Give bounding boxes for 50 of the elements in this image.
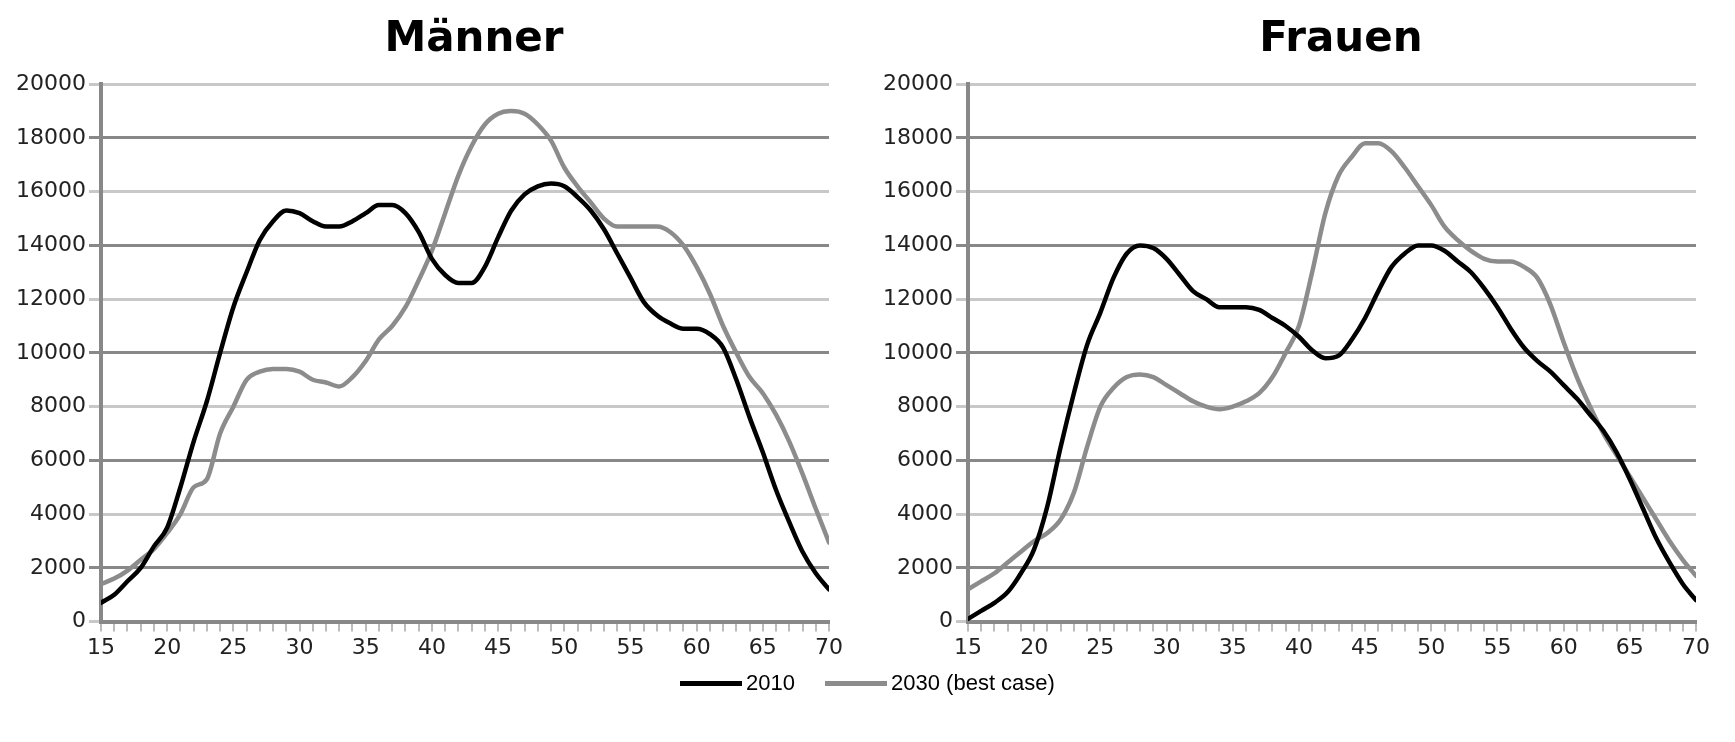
x-tick-label: 40 <box>1284 633 1313 659</box>
x-tick-label: 30 <box>285 633 314 659</box>
y-tick-label: 16000 <box>15 177 86 203</box>
x-tick-label: 70 <box>1682 633 1710 659</box>
x-tick-label: 40 <box>417 633 446 659</box>
y-tick-label: 12000 <box>882 284 953 310</box>
y-tick-label: 6000 <box>896 446 953 472</box>
y-tick-label: 18000 <box>882 123 953 149</box>
legend-label: 2030 (best case) <box>891 670 1055 696</box>
x-tick-label: 70 <box>815 633 843 659</box>
x-tick-label: 20 <box>153 633 182 659</box>
y-tick-label: 10000 <box>15 338 86 364</box>
y-tick-label: 4000 <box>896 499 953 525</box>
y-tick-label: 10000 <box>882 338 953 364</box>
y-tick-label: 8000 <box>896 392 953 418</box>
x-tick-label: 55 <box>616 633 645 659</box>
x-tick-label: 45 <box>484 633 513 659</box>
y-tick-label: 0 <box>938 607 953 633</box>
chart-title: Männer <box>383 12 564 63</box>
x-tick-label: 35 <box>1218 633 1247 659</box>
y-tick-label: 12000 <box>15 284 86 310</box>
x-tick-label: 50 <box>550 633 579 659</box>
x-tick-label: 60 <box>1549 633 1578 659</box>
x-tick-label: 60 <box>682 633 711 659</box>
chart-title: Frauen <box>1258 12 1423 63</box>
x-tick-label: 50 <box>1417 633 1446 659</box>
x-tick-label: 45 <box>1351 633 1380 659</box>
x-tick-label: 25 <box>1086 633 1115 659</box>
y-tick-label: 0 <box>71 607 86 633</box>
y-tick-label: 8000 <box>29 392 86 418</box>
x-tick-label: 15 <box>86 633 115 659</box>
y-tick-label: 14000 <box>15 231 86 257</box>
y-tick-label: 20000 <box>882 69 953 95</box>
y-tick-label: 14000 <box>882 231 953 257</box>
y-tick-label: 16000 <box>882 177 953 203</box>
y-tick-label: 6000 <box>29 446 86 472</box>
x-tick-label: 20 <box>1020 633 1049 659</box>
x-tick-label: 30 <box>1152 633 1181 659</box>
legend-label: 2010 <box>746 670 796 696</box>
x-tick-label: 65 <box>1615 633 1644 659</box>
y-tick-label: 2000 <box>29 553 86 579</box>
y-tick-label: 18000 <box>15 123 86 149</box>
x-tick-label: 65 <box>748 633 777 659</box>
y-tick-label: 2000 <box>896 553 953 579</box>
x-tick-label: 25 <box>219 633 248 659</box>
x-tick-label: 55 <box>1483 633 1512 659</box>
x-tick-label: 35 <box>351 633 380 659</box>
y-tick-label: 4000 <box>29 499 86 525</box>
y-tick-label: 20000 <box>15 69 86 95</box>
x-tick-label: 15 <box>953 633 982 659</box>
